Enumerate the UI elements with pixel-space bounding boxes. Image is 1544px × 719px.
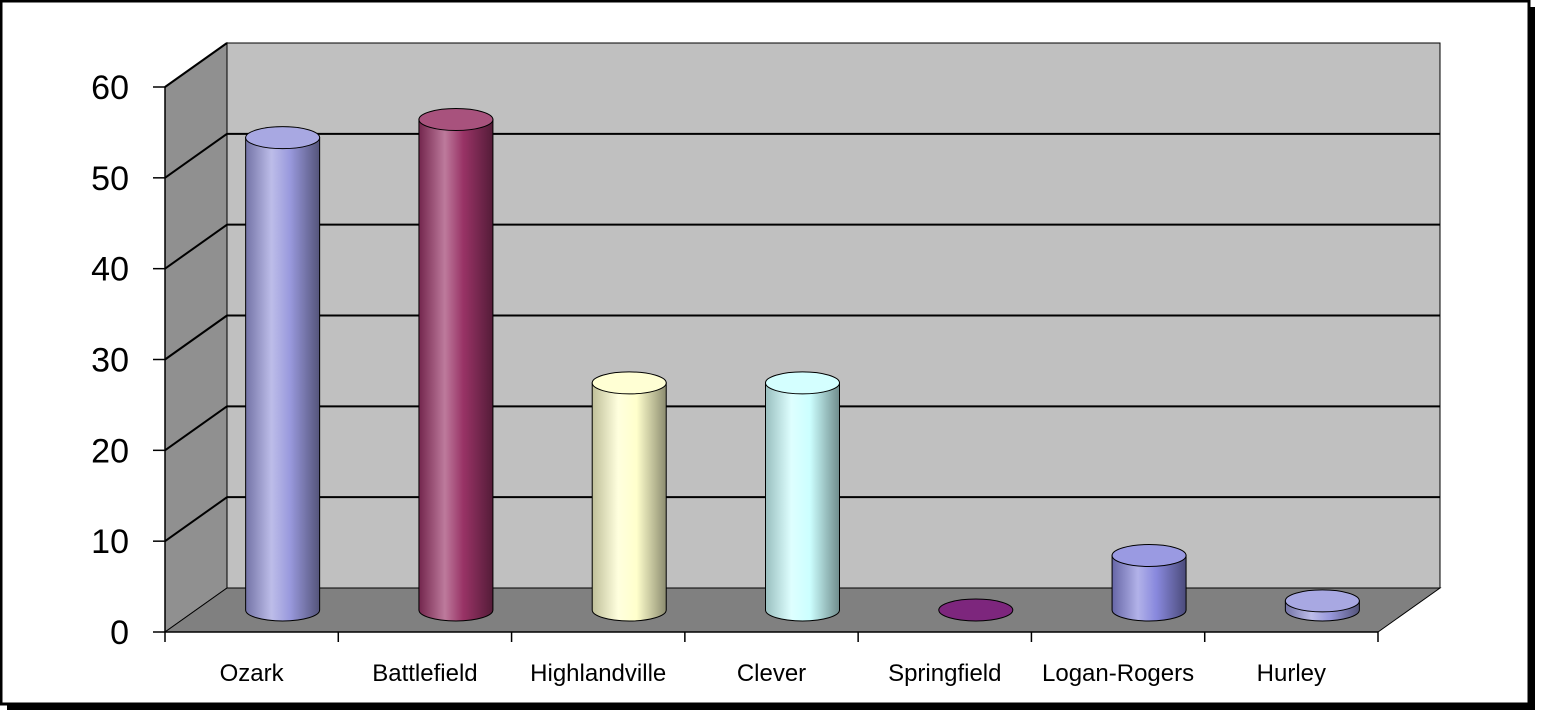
bar-hurley (1284, 589, 1360, 622)
bar-body (1111, 555, 1187, 622)
x-category-label: Highlandville (530, 660, 666, 687)
x-category-label: Battlefield (372, 660, 477, 687)
bar-body (591, 382, 667, 622)
bar-ozark (245, 126, 321, 622)
gridline-side (164, 496, 228, 542)
bar-body (418, 119, 494, 622)
x-category-label: Springfield (888, 660, 1001, 687)
y-tick-label: 10 (91, 523, 129, 561)
gridline-side (164, 223, 228, 270)
bar-battlefield (418, 108, 494, 622)
gridline-side (164, 314, 228, 361)
bar-logan-rogers (1111, 544, 1187, 622)
bar-clever (765, 371, 840, 622)
gridline-side (164, 405, 228, 452)
y-tick-label: 30 (91, 342, 129, 380)
bar-top (1111, 544, 1187, 567)
bar-highlandville (591, 371, 667, 622)
y-tick-label: 0 (110, 614, 129, 652)
gridline-side (164, 42, 228, 88)
bar-springfield (938, 598, 1014, 622)
y-tick-label: 50 (91, 160, 129, 198)
bar-top (245, 126, 321, 150)
bar-top (418, 108, 494, 131)
bar-top (1284, 589, 1360, 613)
y-tick-label: 60 (91, 69, 129, 107)
bar-top (765, 371, 840, 395)
bar-body (245, 137, 321, 622)
y-tick-label: 20 (91, 432, 129, 470)
bar-top (938, 598, 1014, 622)
y-tick-label: 40 (91, 251, 129, 289)
x-category-label: Clever (737, 660, 806, 687)
bar-body (765, 382, 840, 622)
x-category-label: Hurley (1257, 660, 1326, 687)
gridline-side (164, 133, 228, 179)
bar-top (591, 371, 667, 395)
x-category-label: Ozark (220, 660, 285, 687)
x-category-label: Logan-Rogers (1042, 660, 1194, 687)
